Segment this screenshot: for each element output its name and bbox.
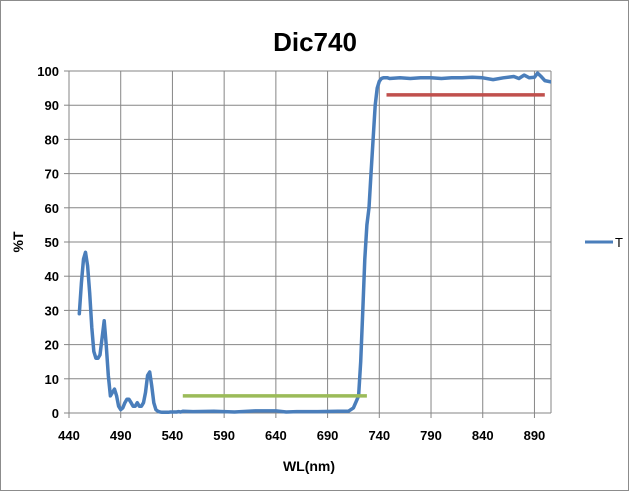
legend: T <box>585 235 623 250</box>
series-line-t <box>77 71 551 415</box>
y-tick-label: 0 <box>52 406 59 421</box>
x-tick-label: 490 <box>110 428 132 443</box>
x-tick-label: 840 <box>472 428 494 443</box>
x-tick-label: 790 <box>420 428 442 443</box>
x-tick-label: 540 <box>162 428 184 443</box>
x-tick-label: 890 <box>524 428 546 443</box>
grid <box>68 70 552 414</box>
x-tick-labels: 440 490 540 590 640 690 740 790 840 890 <box>58 428 545 443</box>
y-tick-label: 90 <box>45 98 59 113</box>
x-tick-label: 440 <box>58 428 80 443</box>
x-tick-label: 590 <box>213 428 235 443</box>
y-tick-label: 60 <box>45 201 59 216</box>
axes <box>64 70 551 418</box>
y-tick-label: 70 <box>45 167 59 182</box>
y-tick-label: 30 <box>45 303 59 318</box>
x-tick-label: 640 <box>265 428 287 443</box>
y-tick-label: 10 <box>45 372 59 387</box>
legend-label-t: T <box>615 235 623 250</box>
y-tick-label: 50 <box>45 235 59 250</box>
y-tick-labels: 0 10 20 30 40 50 60 70 80 90 100 <box>37 64 59 421</box>
plot-area <box>77 71 551 415</box>
y-tick-label: 20 <box>45 338 59 353</box>
y-tick-label: 100 <box>37 64 59 79</box>
chart-title: Dic740 <box>273 27 357 57</box>
y-axis-label: %T <box>10 231 26 252</box>
x-tick-label: 690 <box>317 428 339 443</box>
y-tick-label: 80 <box>45 132 59 147</box>
y-tick-label: 40 <box>45 269 59 284</box>
x-axis-label: WL(nm) <box>283 458 335 474</box>
x-tick-label: 740 <box>368 428 390 443</box>
